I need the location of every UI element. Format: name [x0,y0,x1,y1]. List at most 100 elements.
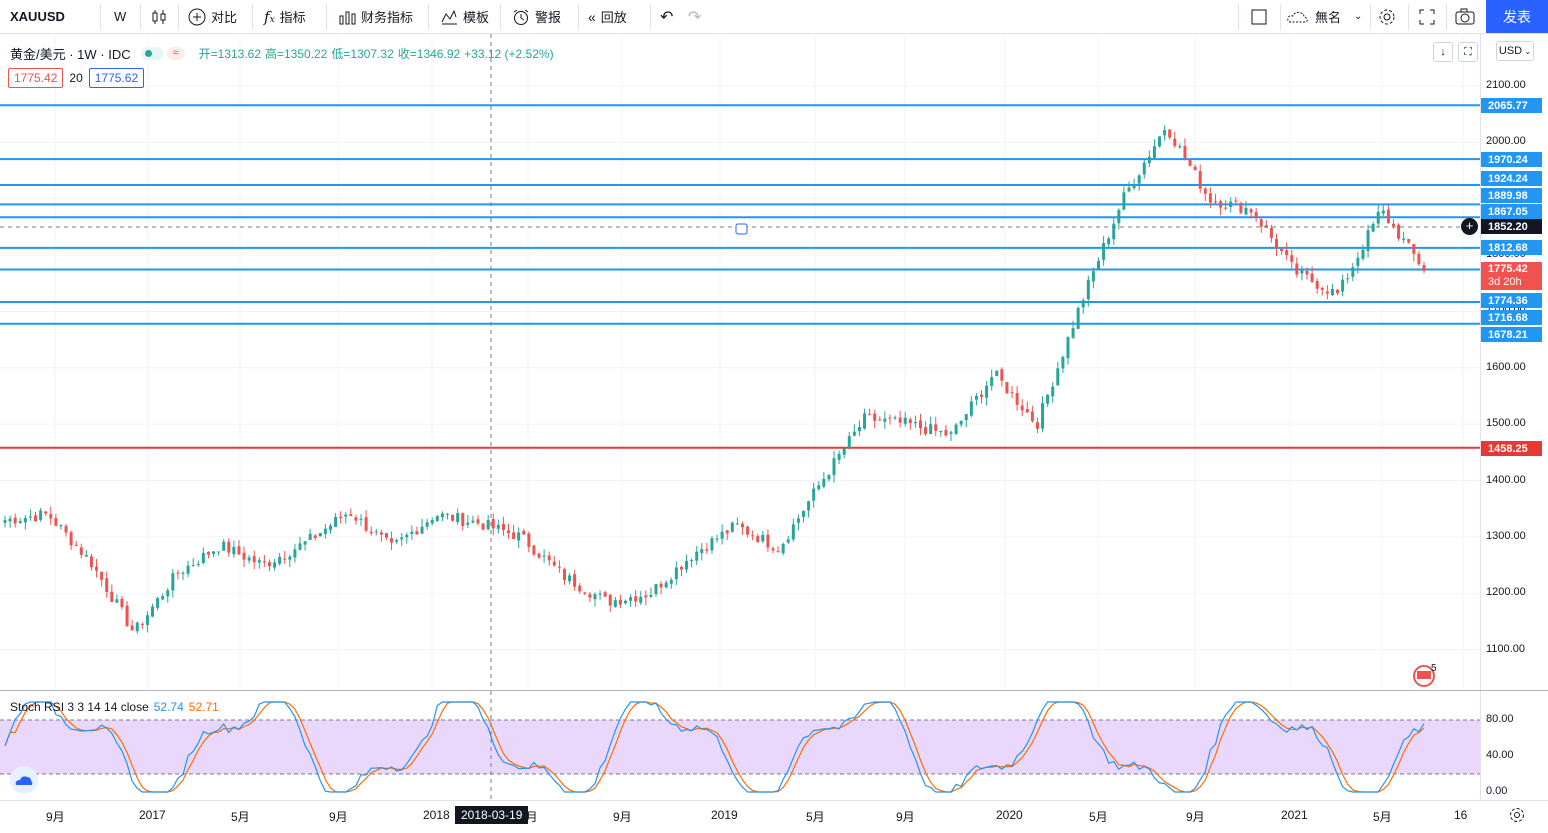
publish-button[interactable]: 发表 [1486,0,1548,33]
candle-body [954,424,958,434]
candle-body [13,517,17,524]
interval-label: W [114,9,127,24]
candle-body [262,561,266,563]
candle-body [1056,368,1060,386]
price-chart[interactable]: 5 [0,34,1480,690]
candle-body [1020,405,1024,411]
financials-label: 财务指标 [361,10,414,25]
fullscreen-button[interactable] [1418,0,1436,33]
snapshot-button[interactable] [1454,0,1476,33]
candle-body [369,531,373,534]
candle-body [532,545,536,555]
candle-body [898,417,902,423]
candle-body [445,513,449,515]
time-tick-label: 2020 [996,808,1023,822]
candle-body [1030,411,1034,422]
alert-label: 警报 [535,10,562,25]
rsi-tick-label: 40.00 [1486,749,1514,761]
time-tick-label: 5月 [1089,810,1108,824]
time-tick-label: 2019 [711,808,738,822]
maximize-pane-button[interactable]: ⛶ [1458,42,1478,62]
candle-body [1381,210,1385,214]
indicators-button[interactable]: fx 指标 [264,0,306,33]
candle-body [59,525,63,527]
candle-body [980,394,984,397]
candle-body [883,418,887,422]
bid-ask-row: 1775.42 20 1775.62 [8,68,145,88]
candle-body [908,419,912,424]
candle-body [1102,242,1106,260]
price-tick-label: 1300.00 [1486,529,1526,542]
templates-button[interactable]: 模板 [440,0,489,33]
candle-body [84,554,88,557]
candle-body [206,552,210,555]
fullscreen-layout-button[interactable] [1250,0,1268,33]
replay-button[interactable]: « 回放 [588,0,627,33]
layout-menu[interactable]: 無名 ⌄ [1286,0,1362,33]
candle-body [1280,248,1284,252]
candle-body [303,541,307,545]
candle-body [618,599,622,605]
settings-button[interactable] [1377,0,1397,33]
candle-body [1041,403,1045,429]
candle-body [466,522,470,525]
compare-button[interactable]: 对比 [188,0,237,33]
candle-body [1107,238,1111,245]
candle-body [130,625,134,631]
drawing-handle[interactable] [735,223,748,235]
price-line-tag: 1812.68 [1481,240,1542,255]
candle-body [715,538,719,540]
top-toolbar: XAUUSD W 对比 fx 指标 财务指标 模板 警报 « 回放 ↶ ↷ 無 [0,0,1548,34]
candle-body [1229,201,1233,208]
square-icon [1251,9,1267,24]
price-tick-label: 1500.00 [1486,417,1526,430]
add-alert-icon[interactable]: + [1461,218,1478,235]
redo-button[interactable]: ↷ [688,0,701,33]
divider [252,4,253,30]
rsi-k-line [4,701,1425,793]
rsi-legend: Stoch RSI 3 3 14 14 close 52.74 52.71 [10,700,219,714]
scroll-down-button[interactable]: ↓ [1433,42,1453,62]
candle-body [39,510,43,520]
stoch-rsi-chart[interactable] [0,691,1480,800]
time-tick-label: 16 [1454,808,1468,822]
candle-body [1391,223,1395,227]
candle-body [242,552,246,560]
candle-body [974,396,978,400]
rsi-axis[interactable] [1480,691,1548,800]
price-axis[interactable] [1480,34,1548,690]
symbol-search[interactable]: XAUUSD [10,0,65,33]
candles-icon [152,9,166,24]
candle-body [1147,156,1151,164]
candle-body [1320,287,1324,290]
candle-body [1305,270,1309,275]
candle-body [863,413,867,429]
undo-button[interactable]: ↶ [660,0,673,33]
interval-button[interactable]: W [114,0,126,33]
candle-body [598,593,602,595]
candle-body [451,514,455,521]
ask-button[interactable]: 1775.62 [88,68,145,88]
events-badge[interactable]: 5 [1413,663,1437,687]
chart-type-button[interactable] [150,0,168,33]
candle-body [995,370,999,376]
alert-button[interactable]: 警报 [512,0,561,33]
candle-body [135,622,139,632]
candle-body [751,535,755,537]
price-tick-label: 1600.00 [1486,360,1526,373]
axis-settings-button[interactable] [1508,806,1528,826]
candle-body [1112,223,1116,240]
bid-button[interactable]: 1775.42 [8,68,64,88]
currency-button[interactable]: USD ⌄ [1496,41,1534,61]
candle-body [852,431,856,436]
candle-body [1336,289,1340,294]
candle-body [349,514,353,517]
candle-body [150,606,154,617]
candle-body [1035,422,1039,429]
time-axis[interactable] [0,800,1548,833]
candle-body [364,517,368,531]
financials-button[interactable]: 财务指标 [338,0,413,33]
candle-body [1361,249,1365,259]
candle-body [181,572,185,574]
pane-divider[interactable] [0,690,1548,691]
